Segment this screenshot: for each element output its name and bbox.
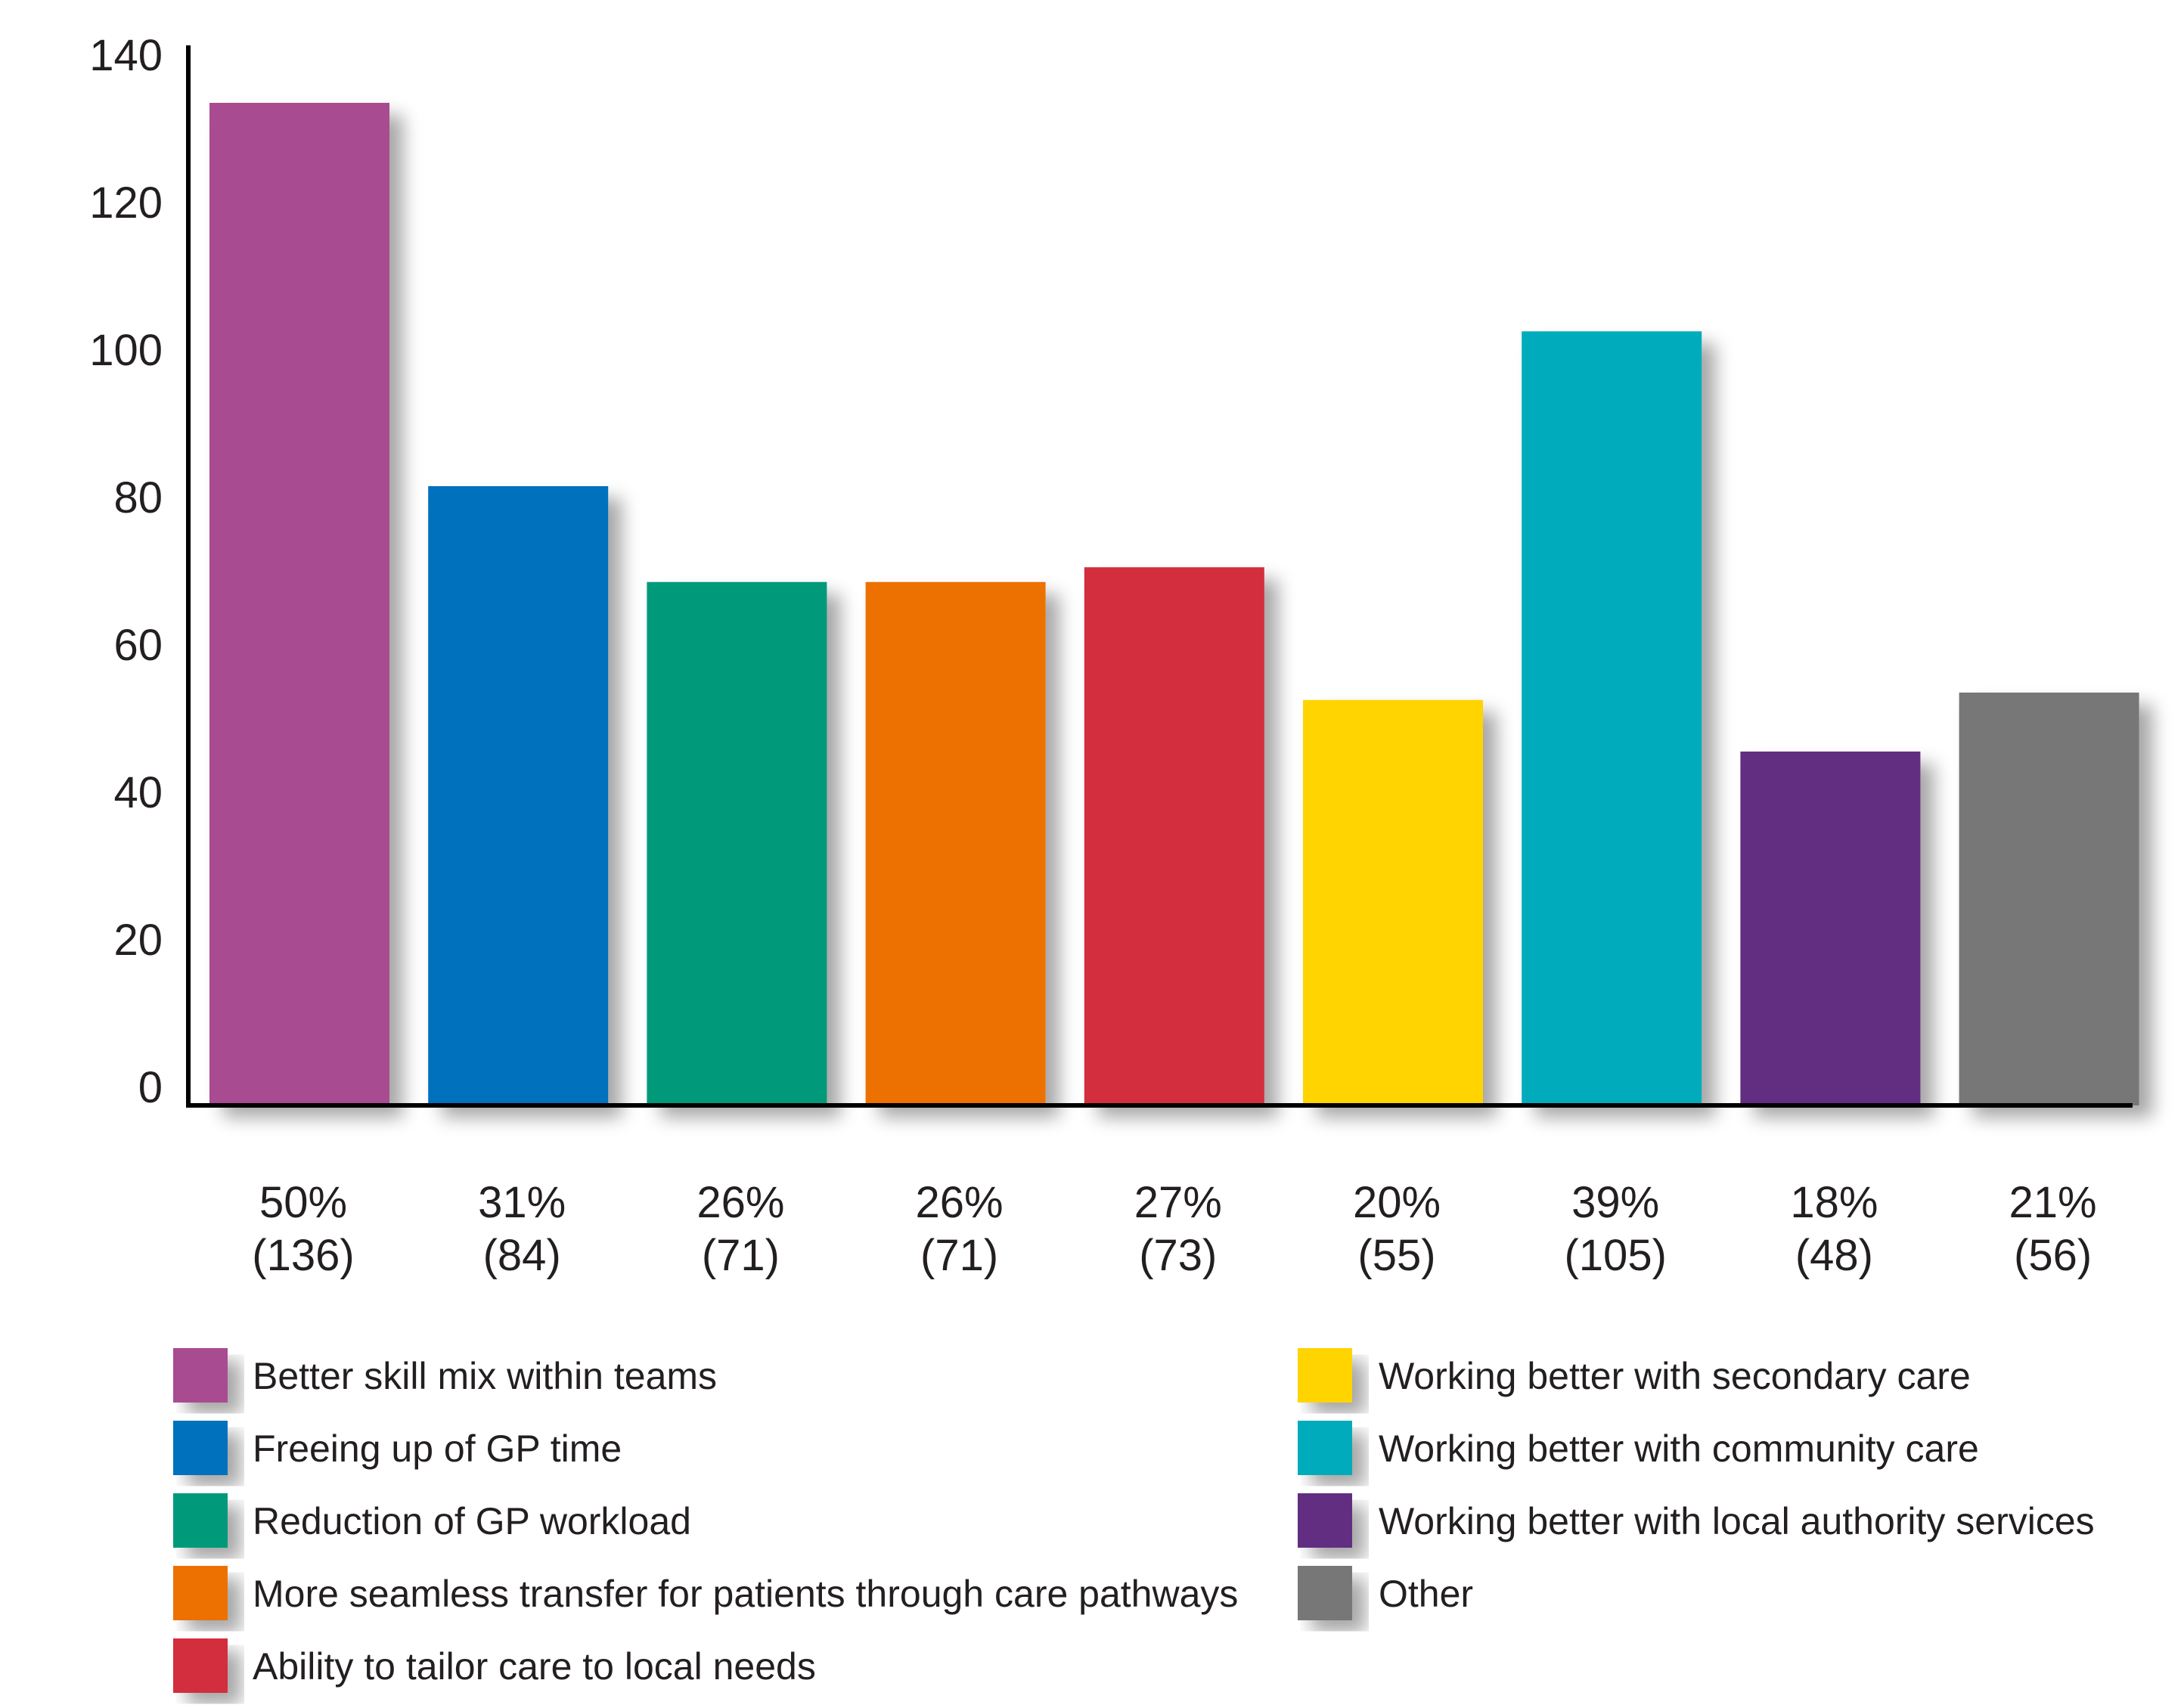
legend-label: Working better with secondary care: [1379, 1355, 1971, 1397]
bar-count-label: (105): [1564, 1231, 1666, 1280]
legend-label: Working better with local authority serv…: [1379, 1500, 2095, 1542]
y-tick-label: 80: [113, 473, 163, 522]
y-tick-label: 60: [113, 621, 163, 670]
bar-percent-label: 18%: [1790, 1178, 1878, 1227]
bar: [647, 581, 827, 1105]
bar: [1959, 693, 2139, 1105]
axes: [186, 45, 2133, 1108]
legend-label: Ability to tailor care to local needs: [253, 1645, 816, 1688]
legend-swatch: [173, 1638, 228, 1693]
legend-swatch: [173, 1493, 228, 1548]
legend: Better skill mix within teams Freeing up …: [173, 1348, 2095, 1693]
legend-swatch: [173, 1421, 228, 1475]
bar-percent-label: 50%: [259, 1178, 347, 1227]
bar-count-label: (73): [1139, 1231, 1217, 1280]
legend-swatch: [1298, 1566, 1352, 1620]
bar-count-label: (84): [483, 1231, 561, 1280]
legend-swatch: [173, 1348, 228, 1403]
bar-percent-label: 27%: [1134, 1178, 1222, 1227]
legend-label: More seamless transfer for patients thro…: [253, 1573, 1238, 1615]
bar-percent-label: 31%: [478, 1178, 566, 1227]
legend-label: Other: [1379, 1573, 1473, 1615]
bar: [428, 486, 609, 1105]
bar: [1303, 699, 1483, 1105]
bar-count-label: (71): [702, 1231, 780, 1280]
bar: [865, 581, 1046, 1105]
bar: [1522, 331, 1702, 1105]
legend-label: Better skill mix within teams: [253, 1355, 717, 1397]
bar-percent-label: 20%: [1353, 1178, 1441, 1227]
bar-percent-label: 26%: [696, 1178, 784, 1227]
y-axis-ticks: 0 20 40 60 80 100 120 140: [89, 31, 163, 1112]
legend-swatch: [173, 1566, 228, 1620]
y-tick-label: 20: [113, 916, 163, 965]
legend-swatch: [1298, 1493, 1352, 1548]
y-tick-label: 0: [138, 1063, 163, 1112]
legend-label: Working better with community care: [1379, 1427, 1979, 1470]
bar-count-label: (56): [2014, 1231, 2092, 1280]
bars: [209, 103, 2139, 1105]
y-tick-label: 100: [89, 326, 163, 375]
bar-count-label: (55): [1357, 1231, 1435, 1280]
bar: [1084, 567, 1264, 1105]
legend-swatch: [1298, 1348, 1352, 1403]
y-tick-label: 40: [113, 768, 163, 817]
y-tick-label: 140: [89, 31, 163, 80]
bar-percent-label: 26%: [916, 1178, 1004, 1227]
x-axis-labels: 50%(136)31%(84)26%(71)26%(71)27%(73)20%(…: [252, 1178, 2096, 1280]
bar-percent-label: 21%: [2009, 1178, 2097, 1227]
bar-percent-label: 39%: [1571, 1178, 1659, 1227]
y-tick-label: 120: [89, 178, 163, 228]
legend-label: Freeing up of GP time: [253, 1427, 622, 1470]
bar-count-label: (136): [252, 1231, 354, 1280]
legend-label: Reduction of GP workload: [253, 1500, 691, 1542]
bar: [1740, 752, 1921, 1105]
bar-count-label: (71): [920, 1231, 998, 1280]
legend-swatch: [1298, 1421, 1352, 1475]
bar-count-label: (48): [1795, 1231, 1873, 1280]
bar: [209, 103, 389, 1105]
